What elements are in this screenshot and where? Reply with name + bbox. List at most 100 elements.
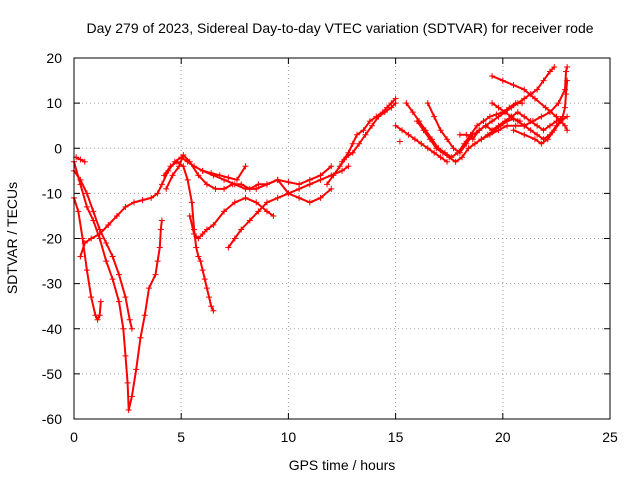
data-point-marker — [495, 113, 502, 120]
data-point-marker — [263, 181, 270, 188]
data-point-marker — [133, 366, 140, 373]
data-point-marker — [210, 221, 217, 228]
data-point-marker — [542, 104, 549, 111]
data-point-marker — [486, 113, 493, 120]
data-point-marker — [510, 127, 517, 134]
data-point-marker — [317, 194, 324, 201]
data-point-marker — [208, 303, 215, 310]
data-point-marker — [113, 212, 120, 219]
data-point-marker — [203, 181, 210, 188]
data-point-marker — [561, 122, 568, 129]
data-point-marker — [512, 122, 519, 129]
data-point-marker — [531, 136, 538, 143]
data-point-marker — [88, 235, 95, 242]
data-point-marker — [471, 140, 478, 147]
data-point-marker — [242, 185, 249, 192]
series-arc-18 — [489, 77, 571, 143]
data-point-marker — [563, 91, 570, 98]
data-point-marker — [253, 185, 260, 192]
data-point-marker — [330, 172, 337, 179]
data-point-marker — [356, 140, 363, 147]
data-point-marker — [534, 131, 541, 138]
data-point-marker — [564, 127, 571, 134]
data-point-marker — [126, 316, 133, 323]
data-point-marker — [94, 316, 101, 323]
data-point-marker — [122, 203, 129, 210]
x-tick-label: 10 — [281, 429, 297, 445]
data-point-marker — [131, 199, 138, 206]
data-point-marker — [369, 122, 376, 129]
data-point-marker — [514, 109, 521, 116]
data-point-marker — [77, 181, 84, 188]
data-point-marker — [501, 109, 508, 116]
y-axis-label: SDTVAR / TECUs — [4, 182, 20, 294]
data-point-marker — [210, 307, 217, 314]
data-point-marker — [561, 86, 568, 93]
data-point-marker — [514, 118, 521, 125]
data-point-marker — [197, 258, 204, 265]
data-point-marker — [255, 208, 262, 215]
data-point-marker — [285, 190, 292, 197]
data-point-marker — [103, 258, 110, 265]
series-arc-16 — [392, 122, 451, 165]
data-point-marker — [553, 113, 560, 120]
data-point-marker — [96, 312, 103, 319]
series-arc-20 — [489, 73, 571, 134]
series-arc-21 — [510, 113, 571, 147]
data-point-marker — [137, 334, 144, 341]
data-point-marker — [122, 294, 129, 301]
data-point-marker — [141, 312, 148, 319]
data-point-marker — [510, 82, 517, 89]
x-tick-label: 25 — [602, 429, 618, 445]
data-point-marker — [116, 298, 123, 305]
y-tick-label: -50 — [42, 366, 62, 382]
data-point-marker — [388, 100, 395, 107]
data-point-marker — [433, 145, 440, 152]
data-point-marker — [270, 212, 277, 219]
data-point-marker — [221, 208, 228, 215]
data-point-marker — [120, 325, 127, 332]
data-point-marker — [199, 167, 206, 174]
data-point-marker — [225, 174, 232, 181]
data-point-marker — [148, 194, 155, 201]
data-point-marker — [540, 127, 547, 134]
data-point-marker — [561, 104, 568, 111]
data-point-marker — [210, 172, 217, 179]
data-point-marker — [486, 131, 493, 138]
data-point-marker — [564, 113, 571, 120]
data-point-marker — [409, 109, 416, 116]
data-point-marker — [534, 122, 541, 129]
data-point-marker — [103, 240, 110, 247]
data-point-marker — [90, 217, 97, 224]
data-point-marker — [360, 127, 367, 134]
y-tick-label: 0 — [54, 140, 62, 156]
data-point-marker — [531, 95, 538, 102]
data-point-marker — [456, 149, 463, 156]
data-point-marker — [336, 163, 343, 170]
data-point-marker — [563, 68, 570, 75]
data-point-marker — [463, 140, 470, 147]
x-tick-label: 20 — [495, 429, 511, 445]
data-point-marker — [444, 136, 451, 143]
data-point-marker — [79, 235, 86, 242]
data-point-marker — [186, 212, 193, 219]
series-arc-1 — [71, 194, 104, 323]
data-point-marker — [514, 100, 521, 107]
data-point-marker — [116, 271, 123, 278]
data-point-marker — [263, 199, 270, 206]
data-point-marker — [255, 181, 262, 188]
data-point-marker — [504, 122, 511, 129]
data-point-marker — [96, 230, 103, 237]
data-point-marker — [546, 68, 553, 75]
data-point-marker — [274, 194, 281, 201]
data-point-marker — [354, 131, 361, 138]
data-point-marker — [508, 104, 515, 111]
data-point-marker — [529, 118, 536, 125]
data-point-marker — [555, 100, 562, 107]
series-trace — [326, 102, 397, 186]
data-point-marker — [152, 271, 159, 278]
data-point-marker — [285, 179, 292, 186]
grid — [74, 58, 610, 419]
data-point-marker — [203, 285, 210, 292]
data-point-marker — [242, 163, 249, 170]
